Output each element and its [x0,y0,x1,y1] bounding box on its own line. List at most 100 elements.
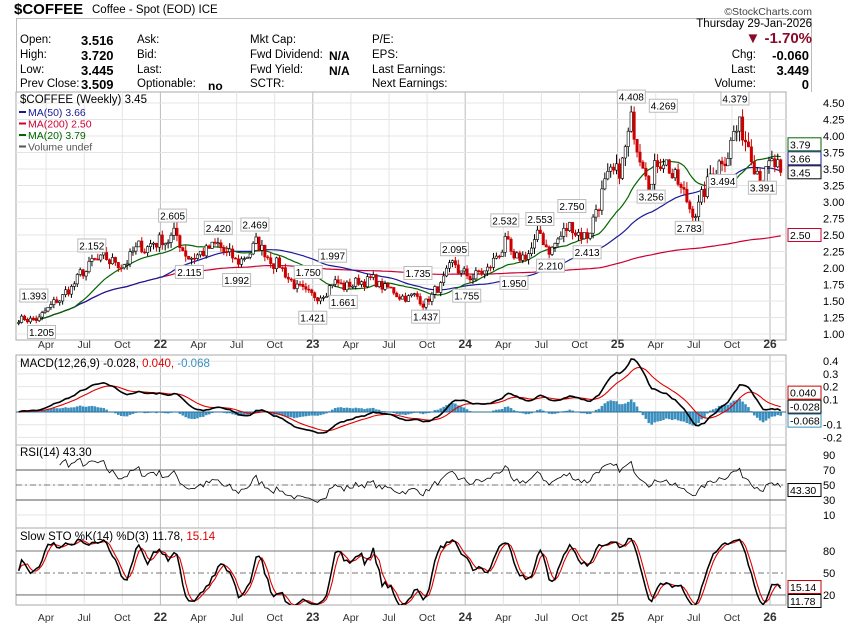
candle-body [313,292,317,298]
candle [480,268,484,277]
candle [726,152,730,167]
candle-body [131,250,135,253]
candle-body [316,297,320,302]
value-tag: 0.040 [787,385,822,400]
x-tick-label: 23 [306,337,320,351]
annotation-box [440,242,470,257]
macd-histogram-bar [78,405,82,412]
candle-body [146,246,150,253]
candle-body [579,232,583,240]
macd-histogram-bar [679,412,683,422]
candle [178,234,182,252]
price-annotation: 4.408 [616,89,646,104]
macd-histogram-bar [404,412,407,416]
candle-body [234,257,238,260]
candle [664,159,668,167]
candle-body [295,283,299,289]
annotation-box [720,91,750,106]
price-annotation: 2.152 [77,238,107,253]
candle [28,315,32,324]
candle [128,248,132,268]
candle [723,156,727,173]
candle-body [623,146,627,159]
candle-body [286,276,290,280]
value-tag-text: 11.78 [790,596,816,608]
candle [351,284,355,289]
candle [445,265,449,278]
annotation-label: 2.553 [527,215,552,226]
candle [96,253,100,261]
macd-histogram-bar [744,404,747,412]
candle [743,131,747,152]
annotation-box [536,258,566,273]
price-annotation: 2.553 [525,212,555,227]
macd-histogram-bar [615,401,618,412]
annotation-box [298,310,328,325]
candle [149,239,153,252]
candle [659,158,663,172]
macd-histogram-bar [597,408,601,412]
volume-value: 0 [801,77,809,92]
candle [450,259,454,268]
candle [286,272,290,283]
annotation-box [747,180,777,195]
candle [392,287,396,296]
price-annotation: 1.661 [328,294,358,309]
macd-histogram-bar [738,398,741,412]
macd-histogram-bar [506,406,510,412]
candle [468,275,472,284]
macd-histogram-bar [621,404,624,412]
candle-body [389,286,393,289]
value-tag-box [787,165,822,180]
candle-body [360,281,364,285]
macd-histogram-bar [726,404,730,412]
candle [735,125,739,142]
candle-body [354,277,358,287]
macd-histogram-bar [64,407,67,412]
candle [702,181,706,203]
candle-body [207,245,211,249]
macd-histogram-bar [773,412,777,417]
candle-body [571,222,575,234]
candle [462,266,466,275]
candle [767,156,771,174]
candle-body [427,298,431,302]
x-tick-label: Apr [190,612,207,624]
macd-histogram-bar [374,409,378,412]
candle-body [149,243,153,248]
value-tag-box [787,228,822,242]
x-tick-label: Apr [343,612,360,624]
candle [746,132,750,148]
value-tag: 2.50 [787,228,822,242]
rsi-plot [59,457,782,503]
candle-body [735,130,739,133]
price-tick-label: 3.50 [823,164,844,176]
candle-body [726,158,730,167]
candle [600,180,604,215]
macd-histogram-bar [653,412,656,423]
macd-histogram-bar [547,412,551,414]
candle-body [424,298,428,308]
macd-histogram-bar [240,412,243,416]
macd-histogram-bar [117,412,120,415]
macd-histogram-bar [691,412,695,426]
candle [321,295,325,302]
annotation-label: 1.421 [300,314,325,325]
macd-histogram-bar [339,407,343,412]
macd-histogram-bar [644,412,648,419]
annotation-label: 1.735 [405,269,430,280]
macd-histogram-bar [70,407,73,412]
candle [491,252,495,271]
candle-body [283,267,287,278]
candle [632,106,636,145]
macd-histogram-bar [568,409,571,412]
candle [535,225,539,243]
macd-histogram-bar [665,412,668,419]
candle-body [705,176,709,197]
price-annotation: 1.393 [19,288,49,303]
candle [421,300,425,310]
rsi-tick-label: 90 [823,450,835,462]
macd-histogram-bar [594,409,598,412]
candle-body [52,299,56,305]
fwd-dividend-value: N/A [329,49,350,63]
